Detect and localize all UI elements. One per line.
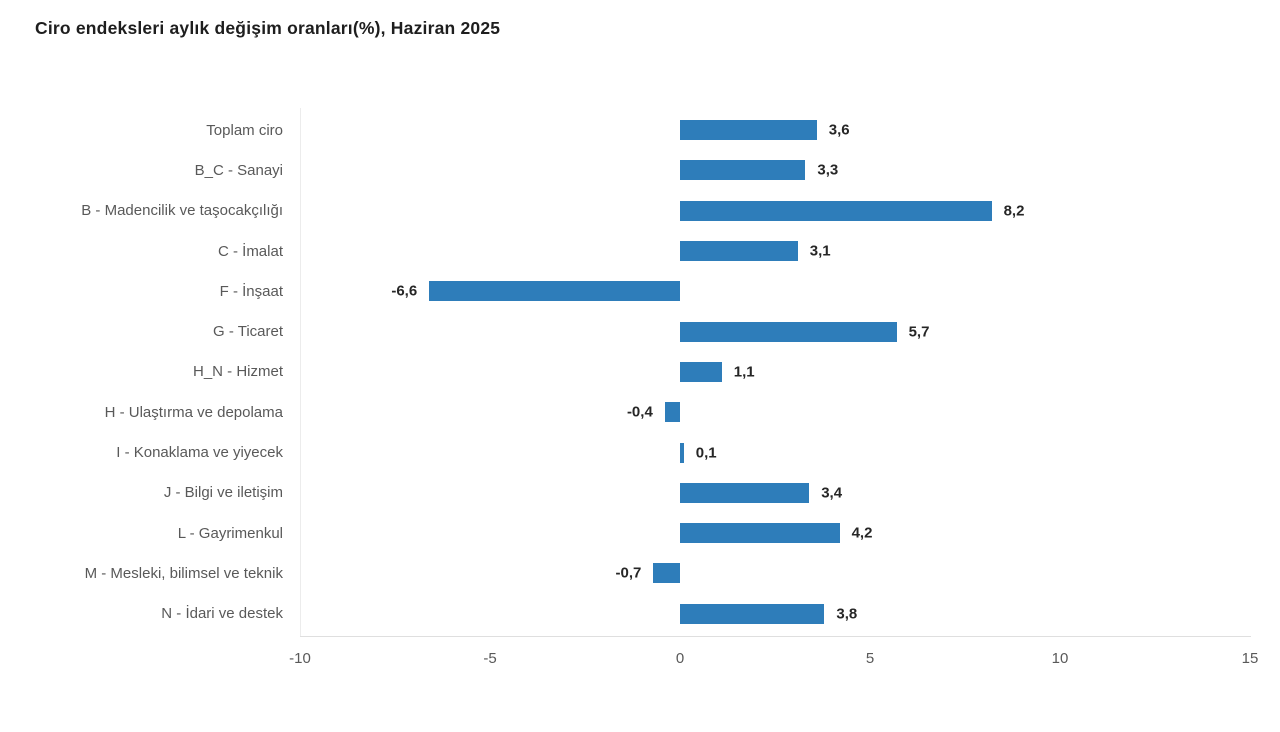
- bar-area: 4,2: [300, 513, 1250, 553]
- category-label: B - Madencilik ve taşocakçılığı: [81, 202, 283, 220]
- x-tick-label: 5: [865, 650, 875, 667]
- chart-row: F - İnşaat -6,6: [0, 271, 1250, 311]
- value-label: 5,7: [908, 323, 930, 341]
- x-tick-label: -5: [483, 650, 497, 667]
- bar: [680, 361, 722, 382]
- category-label: F - İnşaat: [219, 282, 283, 300]
- category-label: N - İdari ve destek: [161, 605, 283, 623]
- chart-row: J - Bilgi ve iletişim 3,4: [0, 473, 1250, 513]
- x-axis-line: [300, 636, 1251, 637]
- category-label: J - Bilgi ve iletişim: [163, 484, 283, 502]
- x-tick-label: 0: [675, 650, 685, 667]
- y-axis-line: [300, 108, 301, 636]
- bar: [680, 160, 806, 181]
- bar: [680, 200, 992, 221]
- bar-area: 8,2: [300, 191, 1250, 231]
- bar: [664, 402, 680, 423]
- value-label: 1,1: [733, 363, 755, 381]
- chart-title: Ciro endeksleri aylık değişim oranları(%…: [35, 18, 501, 38]
- value-label: 3,4: [821, 484, 843, 502]
- chart-row: H_N - Hizmet 1,1: [0, 352, 1250, 392]
- value-label: 3,3: [817, 161, 839, 179]
- category-label: H - Ulaştırma ve depolama: [104, 403, 283, 421]
- bar-area: 3,1: [300, 231, 1250, 271]
- bar: [680, 241, 798, 262]
- chart-row: B_C - Sanayi 3,3: [0, 150, 1250, 190]
- category-label: C - İmalat: [217, 242, 283, 260]
- bar: [680, 482, 810, 503]
- bar-area: -0,4: [300, 392, 1250, 432]
- chart-row: I - Konaklama ve yiyecek 0,1: [0, 432, 1250, 472]
- bar-area: 3,8: [300, 594, 1250, 634]
- value-label: 3,8: [836, 605, 858, 623]
- value-label: 8,2: [1003, 202, 1025, 220]
- category-label: M - Mesleki, bilimsel ve teknik: [84, 564, 283, 582]
- bar-area: 0,1: [300, 432, 1250, 472]
- category-label: B_C - Sanayi: [194, 161, 283, 179]
- value-label: -6,6: [391, 282, 418, 300]
- value-label: -0,4: [626, 403, 653, 421]
- chart-row: B - Madencilik ve taşocakçılığı 8,2: [0, 191, 1250, 231]
- category-label: Toplam ciro: [206, 121, 283, 139]
- chart-row: H - Ulaştırma ve depolama -0,4: [0, 392, 1250, 432]
- x-tick-label: 10: [1051, 650, 1069, 667]
- category-label: G - Ticaret: [212, 323, 283, 341]
- bar-area: 5,7: [300, 311, 1250, 351]
- category-label: I - Konaklama ve yiyecek: [116, 444, 283, 462]
- bar-area: -0,7: [300, 553, 1250, 593]
- bar: [680, 442, 684, 463]
- bar-area: 3,4: [300, 473, 1250, 513]
- value-label: 0,1: [695, 444, 717, 462]
- chart-row: G - Ticaret 5,7: [0, 311, 1250, 351]
- bar: [680, 120, 817, 141]
- bar-area: 3,3: [300, 150, 1250, 190]
- bar-area: -6,6: [300, 271, 1250, 311]
- bar: [680, 603, 825, 624]
- bar-chart: Toplam ciro 3,6 B_C - Sanayi 3,3 B - Madenci…: [0, 110, 1250, 634]
- bar: [680, 321, 897, 342]
- bar: [653, 563, 680, 584]
- x-tick-label: -10: [289, 650, 311, 667]
- chart-row: C - İmalat 3,1: [0, 231, 1250, 271]
- value-label: 3,6: [828, 121, 850, 139]
- chart-row: L - Gayrimenkul 4,2: [0, 513, 1250, 553]
- x-tick-label: 15: [1241, 650, 1259, 667]
- chart-row: Toplam ciro 3,6: [0, 110, 1250, 150]
- bar: [680, 523, 840, 544]
- bar-area: 1,1: [300, 352, 1250, 392]
- bar: [429, 281, 680, 302]
- x-axis: -10 -5 0 5 10 15: [289, 650, 1258, 674]
- chart-row: M - Mesleki, bilimsel ve teknik -0,7: [0, 553, 1250, 593]
- value-label: -0,7: [615, 564, 642, 582]
- category-label: L - Gayrimenkul: [177, 524, 283, 542]
- bar-area: 3,6: [300, 110, 1250, 150]
- category-label: H_N - Hizmet: [192, 363, 283, 381]
- chart-row: N - İdari ve destek 3,8: [0, 594, 1250, 634]
- value-label: 4,2: [851, 524, 873, 542]
- value-label: 3,1: [809, 242, 831, 260]
